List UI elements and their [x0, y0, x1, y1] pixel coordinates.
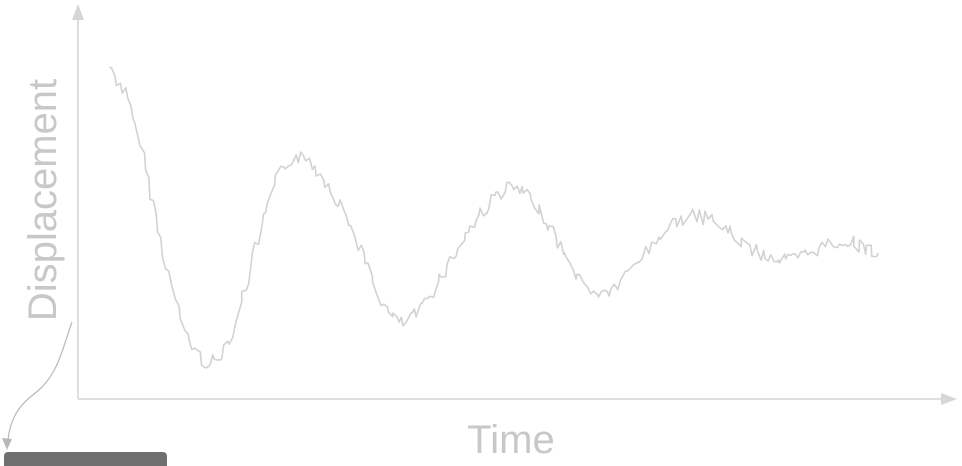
series-line [109, 66, 879, 369]
bottom-tab[interactable] [4, 452, 167, 466]
x-axis-arrow-icon [941, 393, 957, 405]
connector-arrow-icon [2, 438, 12, 450]
connector-arrow [7, 321, 73, 441]
x-axis-label: Time [467, 418, 554, 462]
y-axis-label: Displacement [21, 79, 65, 321]
y-axis-arrow-icon [72, 4, 84, 20]
